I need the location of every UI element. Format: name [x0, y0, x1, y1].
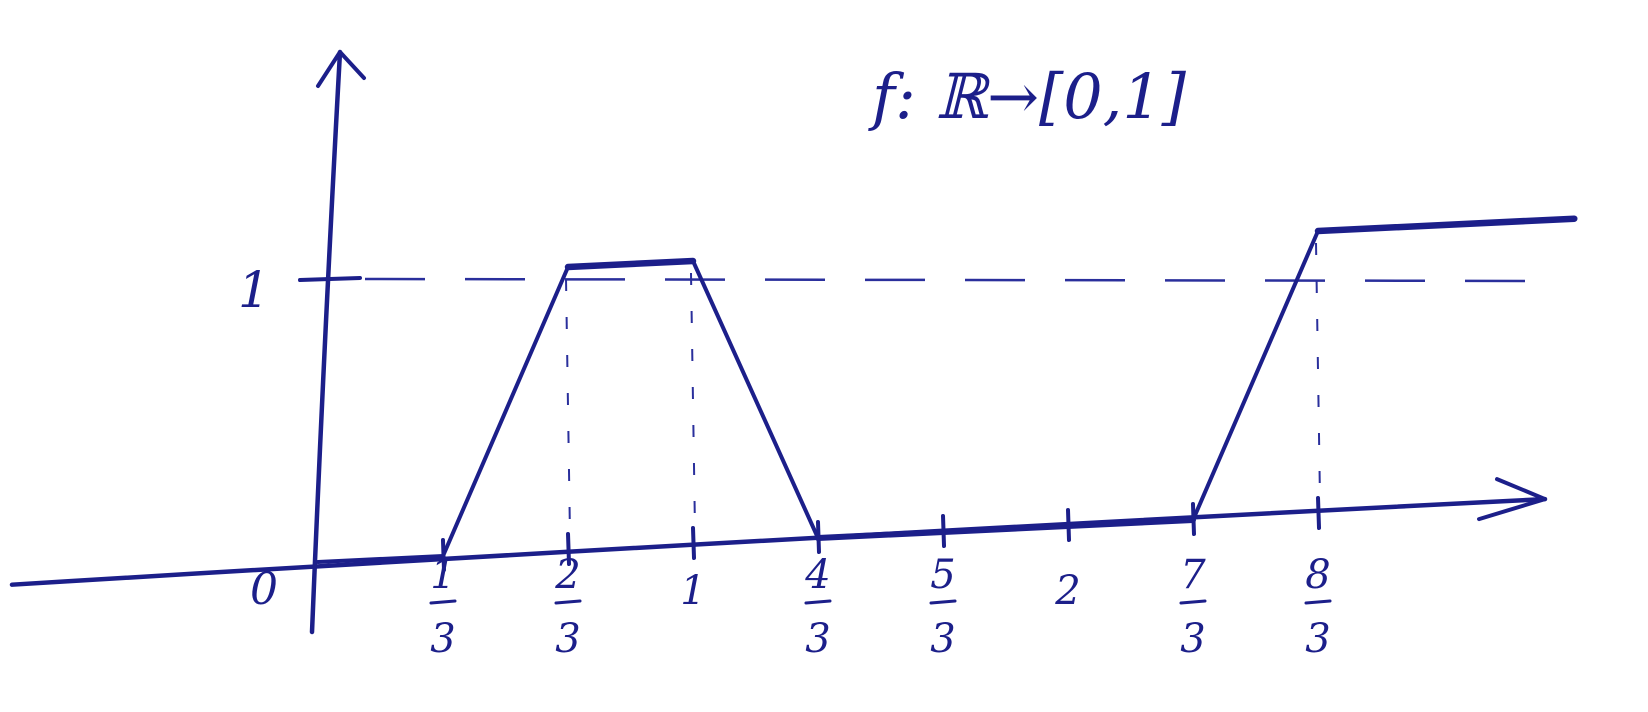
x-tick-fraction-bar: [1179, 599, 1207, 605]
x-tick: [1190, 502, 1196, 537]
x-tick-denominator: 3: [430, 616, 455, 662]
x-tick-fraction-bar: [429, 599, 457, 605]
x-tick-fraction-bar: [1304, 599, 1332, 605]
x-tick-numerator: 2: [554, 552, 580, 598]
y-axis-arrow: [316, 50, 366, 88]
x-tick-denominator: 3: [930, 616, 955, 662]
y1-dashed-guide: [364, 277, 1561, 283]
x-axis-arrow: [1477, 477, 1547, 522]
x-tick-denominator: 3: [805, 616, 830, 662]
flat-segment: [564, 257, 697, 271]
x-tick-numerator: 1: [430, 552, 455, 598]
x-ticks: [440, 495, 1322, 573]
x-tick: [691, 526, 696, 560]
x-tick-label: 2: [1054, 568, 1080, 614]
x-tick-numerator: 7: [1180, 552, 1206, 598]
y-axis: [309, 49, 343, 635]
x-tick: [440, 538, 446, 573]
x-tick: [941, 513, 947, 548]
x-tick-numerator: 8: [1305, 552, 1330, 598]
y-tick-1: [298, 276, 362, 282]
function-line: [316, 216, 1577, 564]
dashed-guides: [364, 242, 1561, 537]
x-tick-fraction-bar: [804, 599, 832, 605]
x-tick: [566, 531, 572, 566]
x-tick-denominator: 3: [1180, 616, 1205, 662]
x-tick-label: 1: [680, 568, 705, 614]
tick-labels: 1 1 3 2 3 1 4 3 5 3 2 7 3 8 3 0: [238, 261, 1332, 662]
axes: [9, 49, 1548, 635]
x-dashed-guide: [1315, 242, 1322, 501]
chart-title: f: ℝ→[0,1]: [868, 60, 1187, 133]
x-tick-fraction-bar: [929, 599, 957, 605]
flat-segment: [1314, 215, 1578, 235]
x-dashed-guide: [565, 278, 572, 537]
x-dashed-guide: [690, 272, 696, 531]
x-tick-fraction-bar: [554, 599, 582, 605]
origin-label: 0: [250, 564, 278, 615]
function-curve: [316, 215, 1578, 564]
y-tick-label: 1: [238, 261, 270, 319]
x-tick-denominator: 3: [1305, 616, 1330, 662]
x-tick-numerator: 4: [804, 552, 830, 598]
x-axis: [9, 496, 1548, 587]
x-tick: [815, 520, 821, 555]
x-tick: [1066, 508, 1071, 542]
zero-segment: [814, 517, 1196, 542]
x-tick: [1316, 495, 1322, 530]
x-tick-numerator: 5: [930, 552, 955, 598]
x-tick-denominator: 3: [555, 616, 580, 662]
